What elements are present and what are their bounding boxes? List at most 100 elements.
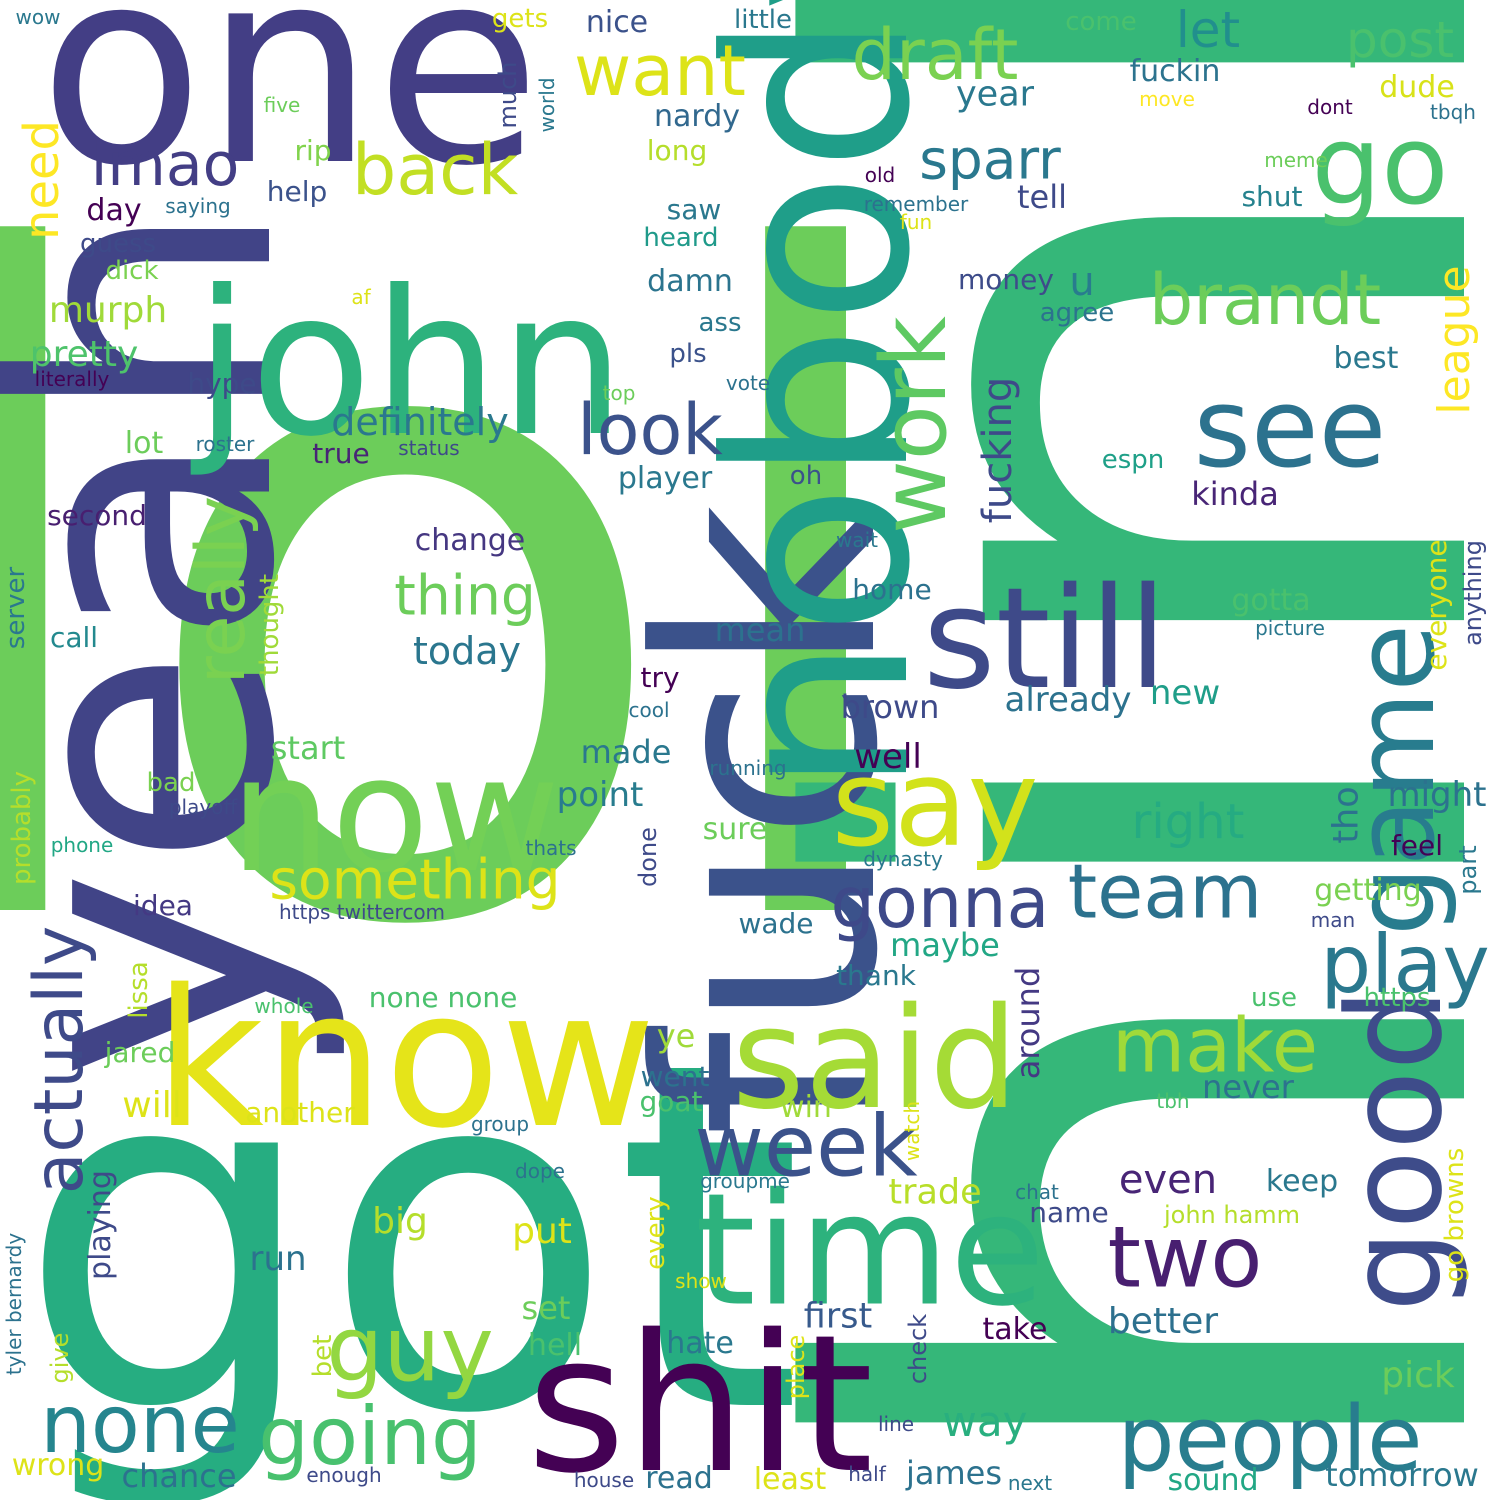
word-tbqh: tbqh: [1430, 100, 1476, 124]
word-done: done: [634, 827, 662, 887]
word-ye: ye: [656, 1017, 696, 1055]
word-one: one: [38, 0, 542, 225]
word-might: might: [1387, 775, 1487, 815]
word-home: home: [852, 573, 932, 606]
word-keep: keep: [1265, 1164, 1339, 1199]
word-literally: literally: [34, 367, 110, 391]
word-much: much: [494, 61, 522, 129]
word-nice: nice: [585, 5, 649, 40]
word-running: running: [709, 756, 787, 780]
word-agree: agree: [1039, 298, 1115, 328]
word-need: need: [14, 120, 70, 240]
word-pls: pls: [669, 339, 707, 369]
word-read: read: [645, 1461, 713, 1496]
word-draft: draft: [851, 14, 1019, 96]
word-shit: shit: [526, 1294, 874, 1500]
word-wade: wade: [738, 907, 814, 940]
word-actually: actually: [20, 925, 99, 1195]
word-bad: bad: [146, 768, 196, 798]
word-even: even: [1118, 1157, 1218, 1203]
word-try: try: [640, 661, 680, 694]
word-post: post: [1346, 11, 1454, 69]
word-groupme: groupme: [700, 1169, 790, 1193]
word-made: made: [580, 733, 672, 771]
word-hate: hate: [666, 1326, 734, 1361]
word-john: john: [194, 248, 626, 481]
word-remember: remember: [863, 192, 969, 216]
word-tbh: tbh: [1156, 1089, 1190, 1113]
word-chat: chat: [1015, 1180, 1059, 1204]
word-picture: picture: [1255, 616, 1325, 640]
word-feel: feel: [1390, 829, 1444, 862]
word-gets: gets: [491, 4, 549, 34]
word-roster: roster: [195, 432, 255, 456]
word-come: come: [1065, 7, 1137, 37]
word-bet: bet: [308, 1334, 338, 1378]
word-let: let: [1175, 1, 1241, 59]
word-tho: tho: [1326, 786, 1367, 844]
word-name: name: [1029, 1196, 1109, 1229]
word-meme: meme: [1264, 148, 1328, 172]
word-jared: jared: [104, 1036, 176, 1069]
word-watch: watch: [900, 1100, 924, 1162]
word-least: least: [753, 1462, 827, 1497]
word-wrong: wrong: [11, 1448, 105, 1483]
word-definitely: definitely: [331, 400, 509, 444]
word-nardy: nardy: [653, 99, 741, 134]
word-go-browns: go browns: [1440, 1147, 1470, 1283]
word-check: check: [904, 1313, 932, 1385]
word-dick: dick: [105, 256, 159, 286]
word-best: best: [1333, 341, 1399, 376]
word-world: world: [535, 77, 559, 133]
word-u: u: [1069, 259, 1095, 305]
word-trade: trade: [888, 1172, 982, 1213]
word-player: player: [617, 461, 713, 496]
word-team: team: [1067, 847, 1263, 936]
word-lot: lot: [124, 426, 164, 461]
word-fuckin: fuckin: [1129, 54, 1221, 89]
word-money: money: [958, 263, 1054, 296]
word-dont: dont: [1307, 95, 1353, 119]
word-take: take: [982, 1312, 1048, 1347]
word-guess: guess: [79, 229, 157, 259]
word-wait: wait: [835, 528, 879, 552]
word-sparr: sparr: [919, 127, 1061, 192]
word-go: go: [1311, 101, 1449, 229]
word-part: part: [1454, 845, 1482, 895]
word-cool: cool: [628, 698, 670, 722]
word-status: status: [398, 436, 460, 460]
word-call: call: [49, 621, 99, 654]
word-put: put: [512, 1211, 572, 1252]
word-tomorrow: tomorrow: [1325, 1456, 1479, 1494]
word-another: another: [245, 1096, 355, 1129]
word-big: big: [372, 1201, 428, 1242]
word-thats: thats: [525, 836, 577, 860]
word-place: place: [782, 1334, 810, 1400]
word-new: new: [1149, 673, 1221, 713]
word-well: well: [854, 737, 922, 777]
word-now: now: [229, 721, 561, 908]
word-enough: enough: [306, 1463, 382, 1487]
word-hell: hell: [527, 1328, 583, 1363]
word-mean: mean: [714, 611, 806, 649]
word-really: really: [182, 496, 261, 684]
word-lol: lol: [0, 76, 931, 1123]
word-make: make: [1112, 1001, 1318, 1090]
word-around: around: [1009, 966, 1047, 1080]
word-rip: rip: [294, 134, 332, 167]
word-idea: idea: [133, 889, 193, 922]
word-win: win: [780, 1090, 832, 1125]
word-dude: dude: [1379, 70, 1455, 105]
word-getting: getting: [1314, 873, 1422, 908]
word-gotta: gotta: [1231, 583, 1311, 618]
word-sure: sure: [702, 812, 768, 847]
word-server: server: [1, 566, 31, 650]
word-better: better: [1107, 1301, 1219, 1342]
word-probably: probably: [7, 770, 37, 886]
word-league: league: [1429, 265, 1480, 415]
word-everyone: everyone: [1420, 539, 1453, 671]
word-look: look: [577, 389, 723, 471]
word-say: say: [831, 735, 1039, 874]
word-long: long: [646, 134, 708, 167]
